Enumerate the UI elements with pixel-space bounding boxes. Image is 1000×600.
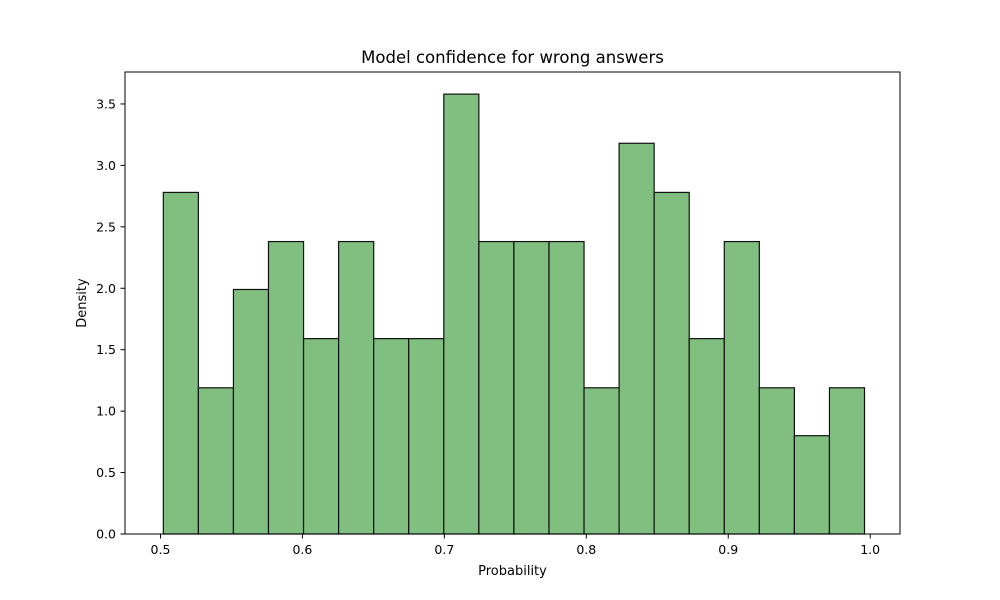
histogram-bar	[828, 387, 866, 535]
y-tick-label: 1.0	[96, 404, 116, 419]
histogram-bar	[443, 93, 480, 535]
histogram-bar	[688, 338, 725, 535]
histogram-bar	[373, 338, 410, 535]
histogram-bar	[793, 435, 831, 535]
y-tick-label: 2.0	[96, 281, 116, 296]
histogram-bar	[723, 240, 760, 535]
histogram-bar	[513, 240, 550, 535]
x-tick-label: 1.0	[860, 542, 880, 557]
histogram-bar	[478, 240, 515, 535]
x-tick-label: 0.7	[434, 542, 454, 557]
y-tick-label: 2.5	[96, 219, 116, 234]
y-tick-label: 0.5	[96, 465, 116, 480]
histogram-bar	[653, 191, 690, 535]
x-tick-label: 0.8	[576, 542, 596, 557]
x-axis-label: Probability	[478, 564, 547, 579]
plot-area-frame	[124, 71, 901, 535]
y-axis-label: Density	[75, 278, 90, 328]
x-tick-label: 0.9	[718, 542, 738, 557]
histogram-bar	[408, 338, 445, 535]
y-axis-ticks: 0.0 0.5 1.0 1.5 2.0 2.5 3.0 3.5	[96, 96, 125, 542]
histogram-bar	[548, 240, 585, 535]
histogram-bar	[758, 387, 796, 535]
histogram-bar	[162, 191, 199, 535]
y-tick-label: 1.5	[96, 342, 116, 357]
histogram-bar	[302, 338, 340, 535]
bars-layer	[162, 93, 866, 535]
y-tick-label: 0.0	[96, 527, 116, 542]
chart-title: Model confidence for wrong answers	[361, 48, 664, 67]
histogram-bar	[583, 387, 620, 535]
y-tick-label: 3.0	[96, 158, 116, 173]
histogram-bar	[618, 142, 655, 535]
histogram-bar	[267, 240, 305, 535]
histogram-bar	[338, 240, 375, 535]
y-tick-label: 3.5	[96, 96, 116, 111]
x-tick-label: 0.5	[151, 542, 171, 557]
histogram-bar	[232, 288, 270, 535]
x-axis-ticks: 0.5 0.6 0.7 0.8 0.9 1.0	[151, 534, 880, 557]
histogram-bar	[197, 387, 235, 535]
x-tick-label: 0.6	[292, 542, 312, 557]
